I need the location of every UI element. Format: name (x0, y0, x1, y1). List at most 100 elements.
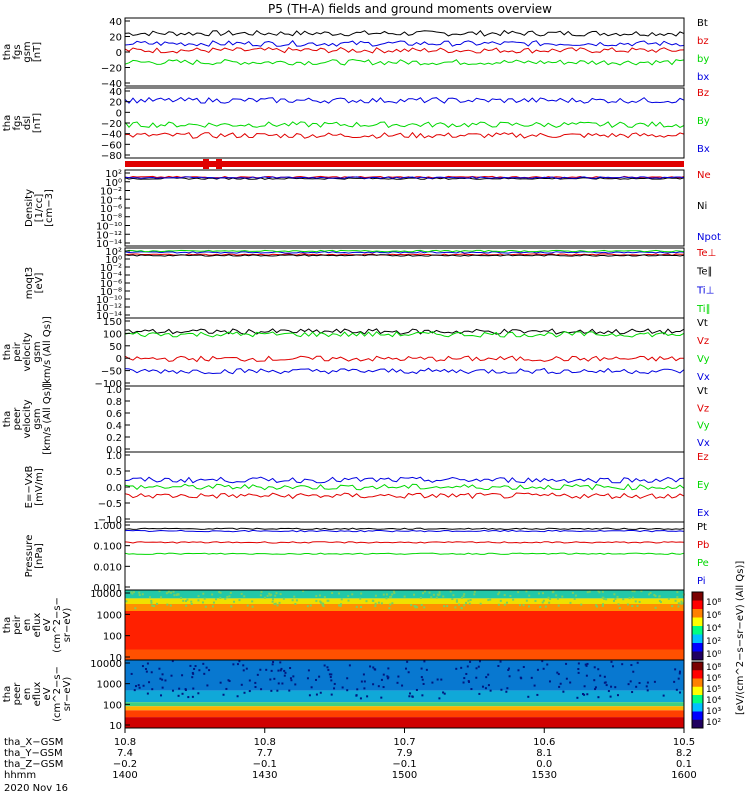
spectrogram-speckle (225, 687, 228, 690)
spectrogram-speckle (161, 673, 164, 676)
spectrogram-speckle (442, 691, 445, 694)
spectrogram-speckle (219, 681, 222, 684)
spectrogram-speckle (557, 673, 560, 676)
spectrogram-speckle (268, 592, 271, 595)
spectrogram-speckle (236, 695, 239, 698)
y-axis-label-line: velocity (22, 332, 33, 371)
spectrogram-speckle (610, 685, 613, 688)
x-row-label: tha_Y−GSM (4, 748, 63, 759)
colorbar-segment (692, 719, 703, 729)
spectrogram-speckle (463, 593, 466, 596)
spectrogram-speckle (469, 598, 472, 601)
spectrogram-speckle (254, 681, 257, 684)
spectrogram-speckle (559, 682, 562, 685)
spectrogram-speckle (617, 603, 620, 606)
spectrogram-speckle (631, 590, 634, 593)
series-by (124, 58, 685, 66)
y-tick-label: 150 (103, 317, 122, 328)
spectrogram-speckle (307, 669, 310, 672)
spectrogram-speckle (674, 599, 677, 602)
x-row-value: 10.7 (393, 737, 415, 748)
colorbar-segment (692, 609, 703, 618)
spectrogram-speckle (214, 598, 217, 601)
spectrogram-speckle (270, 593, 273, 596)
spectrogram-speckle (527, 605, 530, 608)
colorbar-tick-label: 10⁸ (706, 663, 721, 673)
spectrogram-speckle (489, 598, 492, 601)
x-row-value: 8.2 (676, 748, 692, 759)
spectrogram-speckle (595, 605, 598, 608)
legend-Vy: Vy (697, 354, 710, 365)
spectrogram-speckle (507, 667, 510, 670)
spectrogram-speckle (256, 673, 259, 676)
colorbar-tick-label: 10⁸ (706, 598, 721, 608)
spectrogram-speckle (203, 672, 206, 675)
spectrogram-speckle (168, 590, 171, 593)
spectrogram-speckle (633, 590, 636, 593)
series-Vz (124, 355, 685, 363)
spectrogram-speckle (251, 605, 254, 608)
y-tick-label: 10⁻¹⁰ (96, 222, 122, 233)
spectrogram-speckle (586, 591, 589, 594)
spectrogram-speckle (289, 677, 292, 680)
spectrogram-speckle (386, 675, 389, 678)
legend-Ne: Ne (697, 170, 711, 181)
y-tick-label: 10⁻¹⁴ (96, 311, 122, 322)
spectrogram-band (125, 649, 684, 660)
series-Bx (124, 96, 685, 104)
spectrogram-speckle (678, 672, 681, 675)
y-axis-label-line: E=−VxB (24, 466, 35, 509)
y-axis-label: tha peir en eflux eV (cm^2−s− sr−eV) (2, 597, 73, 653)
panel-pressure: 1.000 0.100 0.010 0.001 Pressure [nPa] Pt Pb Pe P… (24, 521, 709, 594)
spectrogram-speckle (390, 595, 393, 598)
spectrogram-band (125, 660, 684, 691)
spectrogram-speckle (294, 683, 297, 686)
spectrogram-speckle (401, 684, 404, 687)
series-bx (124, 40, 685, 47)
legend-Vz: Vz (697, 403, 709, 414)
spectrogram-speckle (281, 682, 284, 685)
y-axis-label-line: velocity (22, 399, 33, 438)
colorbar-segment (692, 670, 703, 679)
spectrogram-speckle (374, 594, 377, 597)
colorbar-tick-label: 10⁶ (706, 674, 721, 684)
spectrogram-speckle (613, 593, 616, 596)
y-axis-label: tha peer velocity gsm [km/s (All Qs)] (2, 383, 53, 455)
spectrogram-speckle (243, 595, 246, 598)
spectrogram-speckle (678, 670, 681, 673)
spectrogram-speckle (556, 597, 559, 600)
spectrogram-speckle (132, 591, 135, 594)
y-axis-label-line: gsm (22, 41, 33, 62)
spectrogram-speckle (271, 600, 274, 603)
spectrogram-speckle (240, 683, 243, 686)
spectrogram-speckle (648, 593, 651, 596)
y-tick-label: 40 (109, 17, 122, 28)
spectrogram-speckle (391, 593, 394, 596)
spectrogram-speckle (180, 596, 183, 599)
colorbar-segment (692, 703, 703, 712)
spectrogram-speckle (242, 669, 245, 672)
spectrogram-speckle (614, 597, 617, 600)
spectrogram-speckle (413, 593, 416, 596)
x-row-value: −0.2 (113, 759, 137, 770)
series-Ey (124, 483, 685, 491)
spectrogram-speckle (497, 593, 500, 596)
spectrogram-speckle (270, 689, 273, 692)
y-tick-label: 0 (116, 108, 122, 119)
spectrogram-speckle (283, 674, 286, 677)
spectrogram-speckle (362, 673, 365, 676)
y-tick-label: 10⁻⁶ (100, 204, 122, 215)
spectrogram-speckle (421, 694, 424, 697)
spectrogram-speckle (259, 668, 262, 671)
y-axis-label-line: gsm (32, 341, 43, 362)
spectrogram-speckle (662, 694, 665, 697)
spectrogram-speckle (178, 687, 181, 690)
colorbar-tick-label: 10⁵ (706, 685, 721, 695)
y-tick-label: 10⁻² (100, 187, 122, 198)
y-tick-label: 40 (109, 87, 122, 98)
spectrogram-speckle (263, 596, 266, 599)
spectrogram-speckle (192, 672, 195, 675)
y-tick-label: 0.6 (106, 409, 122, 420)
spectrogram-speckle (618, 607, 621, 610)
spectrogram-speckle (346, 689, 349, 692)
